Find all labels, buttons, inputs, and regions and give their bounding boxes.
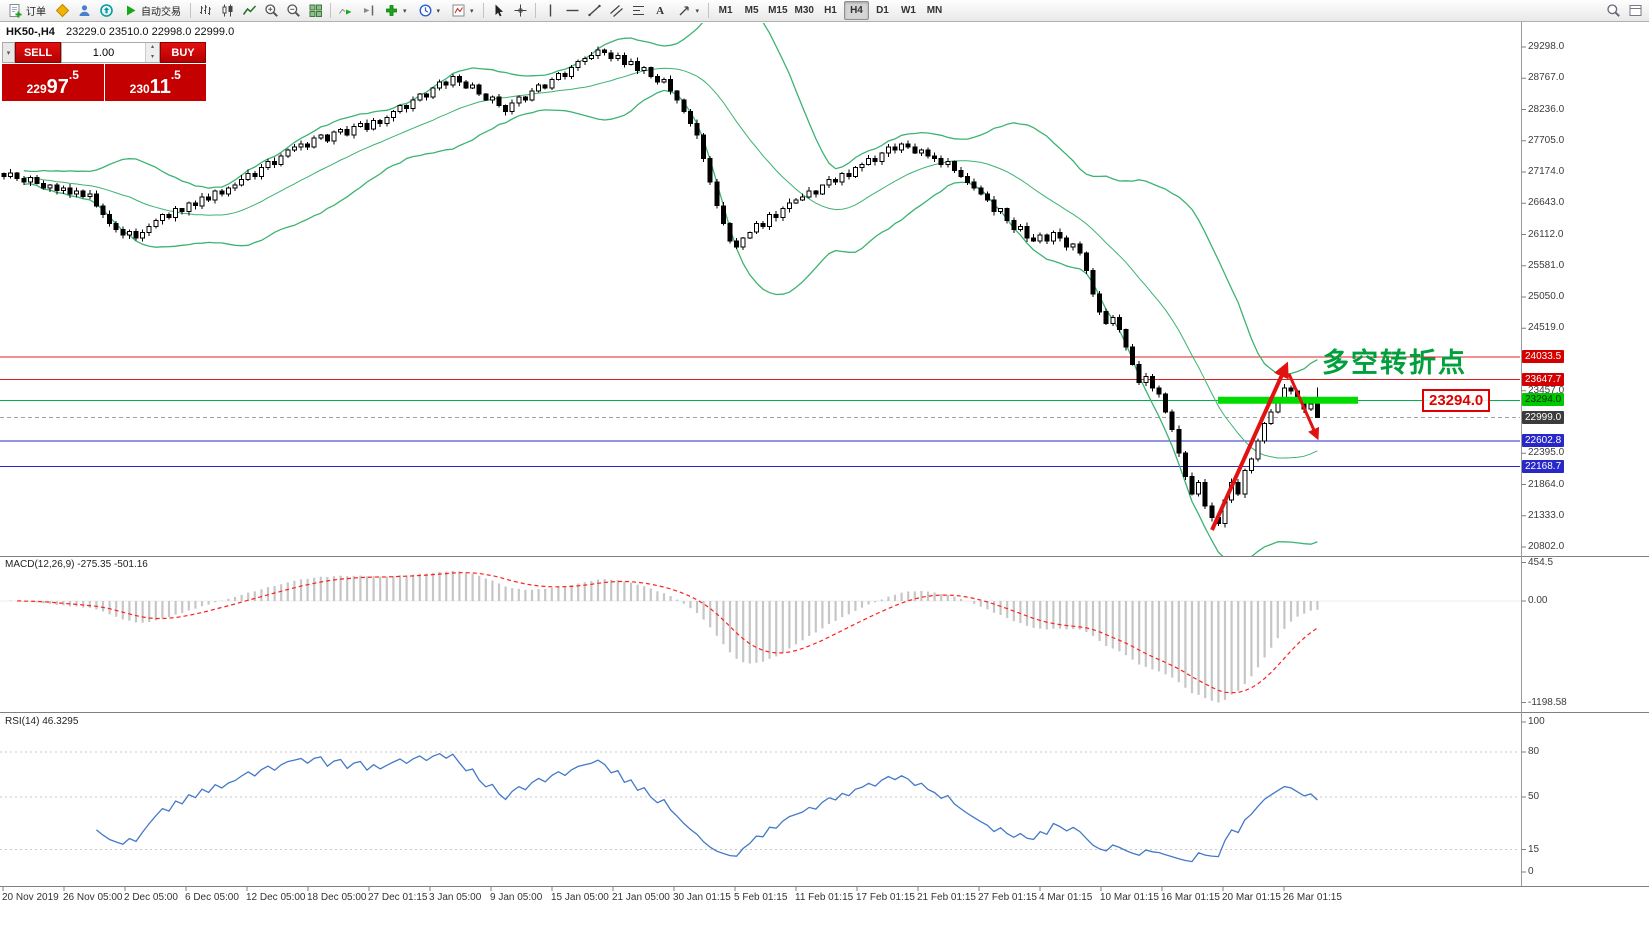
timeframe-h1-button[interactable]: H1 [818, 1, 843, 20]
chart-shift-icon [364, 5, 374, 16]
symbol-period-label: HK50-,H4 [6, 26, 55, 38]
trendline-tool-button[interactable] [584, 1, 605, 20]
zoom-out-button[interactable] [283, 1, 304, 20]
chart-shift-button[interactable] [357, 1, 378, 20]
arrow-tool-icon [679, 6, 689, 16]
volume-spinner: ▴ ▾ [145, 43, 159, 62]
horizontal-line-icon [566, 9, 579, 12]
indicators-button[interactable]: ▾ [379, 1, 412, 20]
line-chart-button[interactable] [239, 1, 260, 20]
vertical-line-icon [549, 4, 551, 17]
auto-scroll-icon [339, 8, 352, 15]
cursor-button[interactable] [488, 1, 509, 20]
text-tool-icon: A [656, 4, 665, 17]
buy-button[interactable]: BUY [160, 42, 206, 63]
timeframe-h4-button[interactable]: H4 [843, 1, 869, 20]
zoom-in-button[interactable] [261, 1, 282, 20]
autotrading-label: 自动交易 [141, 7, 181, 18]
timeframe-m5-button[interactable]: M5 [739, 1, 764, 20]
community-button[interactable] [96, 1, 117, 20]
sell-price[interactable]: 229 97.5 [2, 64, 104, 101]
tile-windows-button[interactable] [305, 1, 326, 20]
autotrading-button[interactable]: 自动交易 [118, 1, 186, 20]
toolbar-separator [482, 3, 484, 18]
sell-button[interactable]: SELL [15, 42, 61, 63]
price-callout-annotation: 23294.0 [1422, 389, 1491, 412]
line-chart-icon [242, 5, 257, 15]
macd-indicator-label: MACD(12,26,9) -275.35 -501.16 [5, 559, 148, 570]
main-toolbar: 订单 自动交易 ▾ ▾ ▾ A ▾ M1 M5 M15 M30 H1 H4 D [0, 0, 1649, 22]
rsi-indicator-label: RSI(14) 46.3295 [5, 716, 79, 727]
toolbar-separator [190, 3, 191, 18]
toolbar-separator [534, 3, 536, 18]
dropdown-caret-icon: ▾ [436, 7, 441, 15]
text-tool-button[interactable]: A [650, 1, 671, 20]
candlestick-chart-button[interactable] [217, 1, 238, 20]
circle-arrow-icon [100, 4, 113, 17]
auto-scroll-button[interactable] [335, 1, 356, 20]
workspace-button[interactable] [1625, 1, 1646, 20]
timeframe-m30-button[interactable]: M30 [792, 1, 817, 20]
timeframe-m15-button[interactable]: M15 [765, 1, 790, 20]
cursor-icon [495, 4, 503, 17]
new-order-button[interactable]: 订单 [3, 1, 51, 20]
zoom-in-icon [265, 4, 278, 17]
window-layout-icon [1629, 5, 1642, 16]
timeframe-group: M1 M5 M15 M30 H1 H4 D1 W1 MN [713, 1, 947, 20]
vertical-line-tool-button[interactable] [540, 1, 561, 20]
profile-button[interactable] [74, 1, 95, 20]
toolbar-separator [708, 3, 710, 18]
dropdown-caret-icon: ▾ [403, 7, 407, 15]
dropdown-caret-icon: ▾ [470, 7, 474, 15]
timeframe-d1-button[interactable]: D1 [870, 1, 895, 20]
bar-chart-button[interactable] [195, 1, 216, 20]
diamond-icon [55, 3, 70, 18]
search-icon [1607, 4, 1620, 17]
fibonacci-icon [632, 6, 644, 15]
timeframe-mn-button[interactable]: MN [922, 1, 947, 20]
clock-icon [419, 4, 432, 17]
new-order-label: 订单 [26, 7, 46, 18]
autotrading-play-icon [127, 5, 136, 16]
timeframe-w1-button[interactable]: W1 [896, 1, 921, 20]
shapes-tool-button[interactable]: ▾ [672, 1, 705, 20]
panel-collapse-button[interactable]: ▾ [2, 42, 15, 63]
zoom-out-icon [287, 4, 300, 17]
dropdown-caret-icon: ▾ [695, 7, 700, 15]
crosshair-button[interactable] [510, 1, 531, 20]
volume-up-button[interactable]: ▴ [146, 43, 159, 53]
candlestick-icon [222, 4, 233, 17]
channel-tool-button[interactable] [606, 1, 627, 20]
periods-button[interactable]: ▾ [413, 1, 446, 20]
volume-down-button[interactable]: ▾ [146, 52, 159, 62]
add-indicator-icon [386, 5, 397, 16]
crosshair-icon [514, 4, 527, 17]
template-icon [452, 4, 465, 17]
tile-windows-icon [309, 4, 322, 17]
volume-box: ▴ ▾ [61, 42, 160, 63]
timeframe-m1-button[interactable]: M1 [713, 1, 738, 20]
search-button[interactable] [1603, 1, 1624, 20]
bar-chart-icon [200, 5, 211, 15]
collapse-caret-icon: ▾ [6, 49, 11, 57]
toolbar-separator [330, 3, 331, 18]
metaquotes-button[interactable] [52, 1, 73, 20]
volume-input[interactable] [62, 43, 145, 62]
ohlc-values: 23229.0 23510.0 22998.0 22999.0 [65, 26, 235, 38]
fibonacci-tool-button[interactable] [628, 1, 649, 20]
trendline-icon [587, 4, 601, 17]
channel-icon [609, 5, 623, 17]
profile-icon [79, 5, 90, 16]
chart-symbol-info: HK50-,H4 23229.0 23510.0 22998.0 22999.0 [6, 26, 234, 38]
templates-button[interactable]: ▾ [446, 1, 479, 20]
buy-price[interactable]: 230 11.5 [104, 64, 206, 101]
turning-point-annotation: 多空转折点 [1322, 348, 1467, 378]
horizontal-line-tool-button[interactable] [562, 1, 583, 20]
new-order-icon [9, 4, 22, 18]
